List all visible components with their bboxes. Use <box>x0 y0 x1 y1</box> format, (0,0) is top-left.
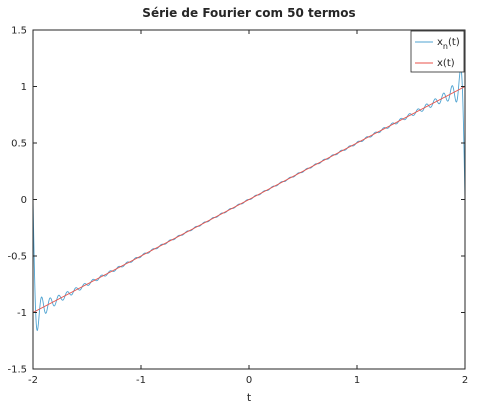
series-line-x <box>33 86 465 313</box>
legend-label-xn-main: x <box>437 37 443 48</box>
y-tick-label: 0.5 <box>11 139 27 150</box>
x-tick-label: 0 <box>246 375 252 386</box>
y-tick-label: 1 <box>21 82 27 93</box>
plot-area: -2 -1 0 1 2 -1.5 -1 -0.5 0 0.5 1 1.5 <box>7 26 468 387</box>
x-tick-label: 2 <box>462 375 468 386</box>
ticks-layer: -2 -1 0 1 2 -1.5 -1 -0.5 0 0.5 1 1.5 <box>7 26 468 387</box>
legend-label-xn: xn(t) <box>437 37 460 51</box>
legend-label-xn-suffix: (t) <box>448 37 460 48</box>
x-tick-label: -2 <box>28 375 38 386</box>
x-axis-label: t <box>247 391 252 404</box>
series-layer <box>33 67 465 332</box>
chart-title: Série de Fourier com 50 termos <box>142 6 355 20</box>
y-tick-label: 1.5 <box>11 26 27 37</box>
x-tick-label: -1 <box>136 375 146 386</box>
legend-box <box>410 30 465 73</box>
legend-label-xn-subscript: n <box>443 42 448 51</box>
y-tick-label: -0.5 <box>7 252 27 263</box>
y-tick-label: -1.5 <box>7 365 27 376</box>
y-tick-label: 0 <box>21 195 27 206</box>
legend-label-x: x(t) <box>437 58 455 69</box>
x-tick-label: 1 <box>354 375 360 386</box>
y-tick-label: -1 <box>17 308 27 319</box>
legend: xn(t) x(t) <box>410 30 465 73</box>
